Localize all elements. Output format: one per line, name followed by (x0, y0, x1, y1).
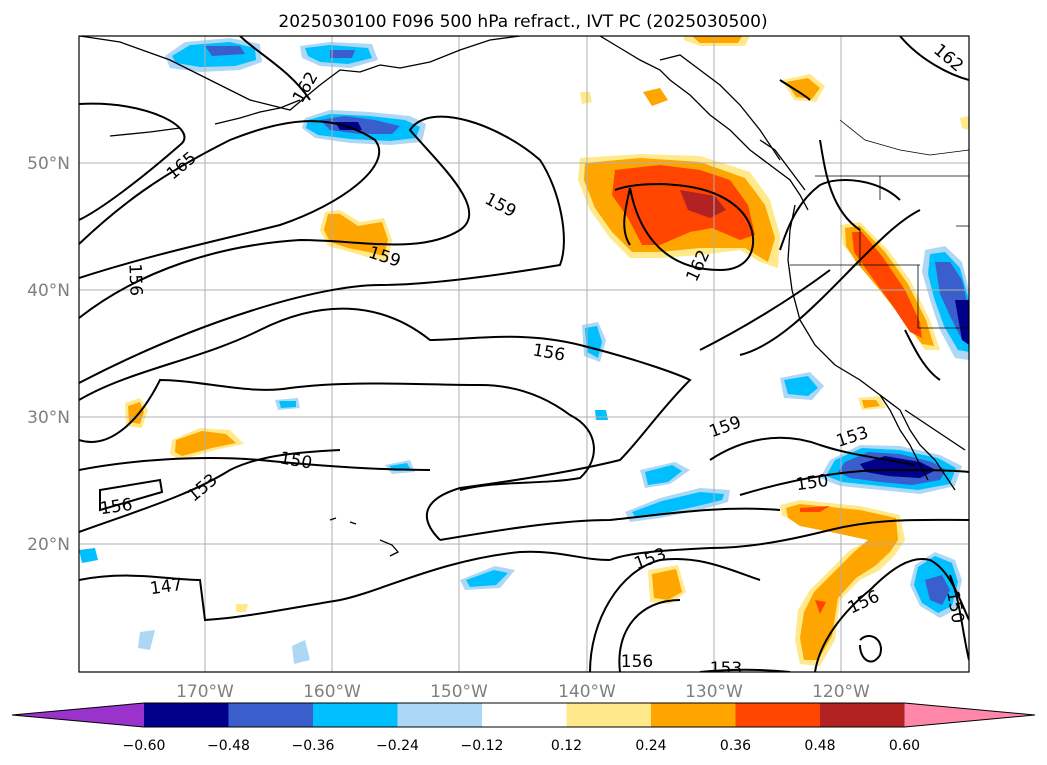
contour-label: 156 (124, 263, 145, 296)
colorbar-tick-label: −0.24 (376, 738, 419, 754)
colorbar-tick-label: 0.12 (551, 738, 582, 754)
positive-anomaly-ne-pacific (578, 154, 780, 268)
map-title: 2025030100 F096 500 hPa refract., IVT PC… (278, 12, 767, 32)
lat-label-30n: 30°N (27, 408, 70, 428)
contour-label: 153 (710, 659, 742, 679)
longitude-labels: 170°W 160°W 150°W 140°W 130°W 120°W (176, 682, 870, 702)
colorbar-ticks: −0.60 −0.48 −0.36 −0.24 −0.12 0.12 0.24 … (123, 738, 921, 754)
lon-label-150w: 150°W (430, 682, 488, 702)
colorbar-tick-label: 0.48 (804, 738, 835, 754)
positive-anomaly-central-pacific (320, 210, 392, 262)
negative-anomaly-eastern-tropics (910, 552, 962, 618)
colorbar-bin (566, 703, 651, 727)
positive-anomaly-subtropical (780, 500, 905, 666)
contour-label: 150 (795, 471, 830, 495)
colorbar-bin (651, 703, 736, 727)
map-frame (78, 35, 970, 673)
lon-label-140w: 140°W (558, 682, 616, 702)
colorbar-bin (397, 703, 482, 727)
negative-anomaly-north-edge (165, 38, 378, 72)
colorbar-tick-label: 0.36 (720, 738, 751, 754)
colorbar-bin (144, 703, 229, 727)
ivt-shading (79, 36, 969, 666)
negative-anomaly-gulf-alaska (302, 110, 426, 145)
colorbar-tick-label: 0.60 (889, 738, 920, 754)
graticule (79, 36, 969, 672)
negative-anomaly-nevada (922, 246, 969, 360)
colorbar-tick-label: 0.24 (635, 738, 666, 754)
lat-label-50n: 50°N (27, 154, 70, 174)
lon-label-120w: 120°W (812, 682, 870, 702)
lon-label-130w: 130°W (685, 682, 743, 702)
colorbar-bin (482, 703, 567, 727)
contour-label: 147 (149, 575, 184, 599)
colorbar-tick-label: −0.36 (292, 738, 335, 754)
colorbar-tick-label: −0.12 (461, 738, 504, 754)
colorbar-outline (11, 702, 1036, 728)
lon-label-170w: 170°W (176, 682, 234, 702)
colorbar-bin (820, 703, 905, 727)
latitude-labels: 50°N 40°N 30°N 20°N (27, 154, 70, 555)
colorbar-bin (735, 703, 820, 727)
coastlines (79, 36, 966, 557)
colorbar-tick-label: −0.48 (207, 738, 250, 754)
colorbar-bin (313, 703, 398, 727)
colorbar-extend-high (904, 703, 1035, 727)
lat-label-20n: 20°N (27, 535, 70, 555)
lat-label-40n: 40°N (27, 281, 70, 301)
colorbar: −0.60 −0.48 −0.36 −0.24 −0.12 0.12 0.24 … (11, 702, 1036, 754)
negative-anomaly-baja (820, 445, 962, 494)
colorbar-extend-low (12, 703, 144, 727)
contour-label: 156 (99, 495, 134, 519)
lon-label-160w: 160°W (303, 682, 361, 702)
refractivity-contours (79, 36, 969, 672)
colorbar-bin (228, 703, 313, 727)
colorbar-tick-label: −0.60 (123, 738, 166, 754)
contour-label: 156 (621, 652, 653, 672)
